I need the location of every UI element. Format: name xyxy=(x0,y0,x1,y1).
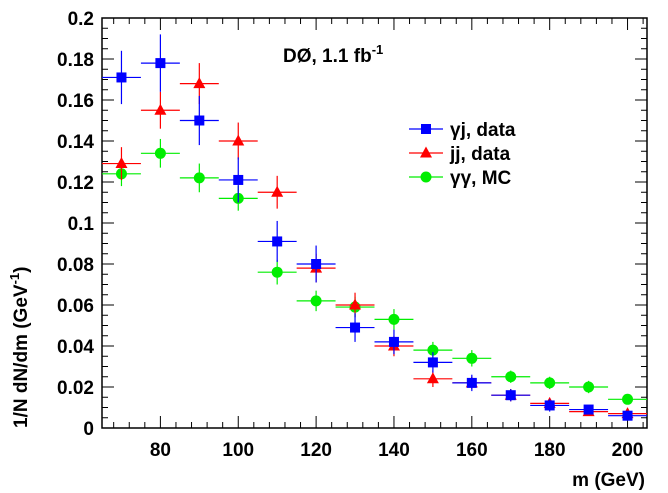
x-tick-label: 200 xyxy=(612,440,644,461)
x-tick-label: 140 xyxy=(378,440,410,461)
data-point xyxy=(154,147,166,159)
y-axis-title: 1/N dN/dm (GeV-1) xyxy=(7,267,32,428)
data-point xyxy=(427,357,438,368)
data-point xyxy=(272,236,283,247)
legend-marker xyxy=(420,146,432,158)
data-point xyxy=(544,400,555,411)
y-axis-title-sup: -1 xyxy=(7,273,22,285)
y-tick-label: 0.2 xyxy=(68,9,94,30)
y-tick-label: 0.02 xyxy=(57,378,94,399)
data-point xyxy=(271,266,283,278)
x-axis-title: m (GeV) xyxy=(572,470,645,491)
data-point xyxy=(388,336,399,347)
x-tick-label: 180 xyxy=(534,440,566,461)
x-tick-label: 100 xyxy=(222,440,254,461)
data-point xyxy=(271,185,284,197)
data-point xyxy=(583,404,594,415)
data-point xyxy=(583,381,595,393)
y-axis-title-main: 1/N dN/dm (GeV xyxy=(11,284,32,428)
data-point xyxy=(622,393,634,405)
legend-label: γγ, MC xyxy=(450,168,512,189)
x-tick-label: 160 xyxy=(456,440,488,461)
y-tick-label: 0.08 xyxy=(57,255,94,276)
annotation-main: DØ, 1.1 fb xyxy=(283,46,372,67)
legend-label: γj, data xyxy=(450,120,516,141)
y-tick-label: 0.12 xyxy=(57,173,94,194)
data-point xyxy=(505,390,516,401)
data-point xyxy=(194,115,205,126)
data-point xyxy=(233,174,244,185)
data-point xyxy=(426,372,439,384)
legend-marker xyxy=(420,171,432,183)
y-tick-label: 0.06 xyxy=(57,296,94,317)
y-tick-label: 0.18 xyxy=(57,50,94,71)
data-point xyxy=(310,295,322,307)
data-point xyxy=(116,72,127,83)
data-point xyxy=(466,377,477,388)
data-point xyxy=(193,172,205,184)
y-axis-title-end: ) xyxy=(11,267,32,273)
y-tick-label: 0.16 xyxy=(57,91,94,112)
data-series xyxy=(102,34,647,421)
plot-frame xyxy=(101,17,648,429)
data-point xyxy=(349,298,362,310)
y-tick-label: 0 xyxy=(83,419,94,440)
x-tick-label: 80 xyxy=(150,440,171,461)
x-tick-label: 120 xyxy=(300,440,332,461)
tick-marks xyxy=(102,17,647,429)
series-circle xyxy=(102,138,647,405)
data-point xyxy=(388,313,400,325)
legend-label: jj, data xyxy=(449,144,511,165)
y-tick-label: 0.04 xyxy=(57,337,94,358)
data-point xyxy=(193,77,206,89)
data-point xyxy=(311,259,322,269)
x-tick-labels: 80 100 120 140 160 180 200 xyxy=(150,440,644,461)
y-tick-labels: 0 0.02 0.04 0.06 0.08 0.1 0.12 0.14 0.16 0.18 0.2 xyxy=(57,9,94,440)
y-tick-label: 0.14 xyxy=(57,132,94,153)
data-point xyxy=(155,58,166,69)
data-point xyxy=(544,377,556,389)
data-point xyxy=(427,344,439,356)
data-point xyxy=(115,157,128,169)
annotation-sup: -1 xyxy=(372,42,384,57)
legend-marker xyxy=(421,124,431,134)
series-square xyxy=(102,34,647,421)
data-point xyxy=(350,322,361,333)
series-triangle xyxy=(102,63,647,419)
data-point xyxy=(466,352,478,364)
data-point xyxy=(154,103,167,115)
data-point xyxy=(622,410,633,421)
legend: γj, data jj, data γγ, MC xyxy=(409,120,516,189)
data-point xyxy=(232,134,245,146)
y-tick-label: 0.1 xyxy=(68,214,95,235)
data-point xyxy=(505,371,517,383)
experiment-annotation: DØ, 1.1 fb-1 xyxy=(283,42,383,67)
